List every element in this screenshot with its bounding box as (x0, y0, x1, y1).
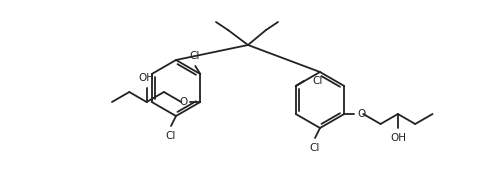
Text: OH: OH (139, 73, 155, 83)
Text: O: O (179, 97, 187, 107)
Text: Cl: Cl (313, 76, 323, 86)
Text: O: O (357, 109, 365, 119)
Text: OH: OH (390, 133, 406, 143)
Text: Cl: Cl (310, 143, 320, 153)
Text: Cl: Cl (189, 51, 199, 61)
Text: Cl: Cl (166, 131, 176, 141)
